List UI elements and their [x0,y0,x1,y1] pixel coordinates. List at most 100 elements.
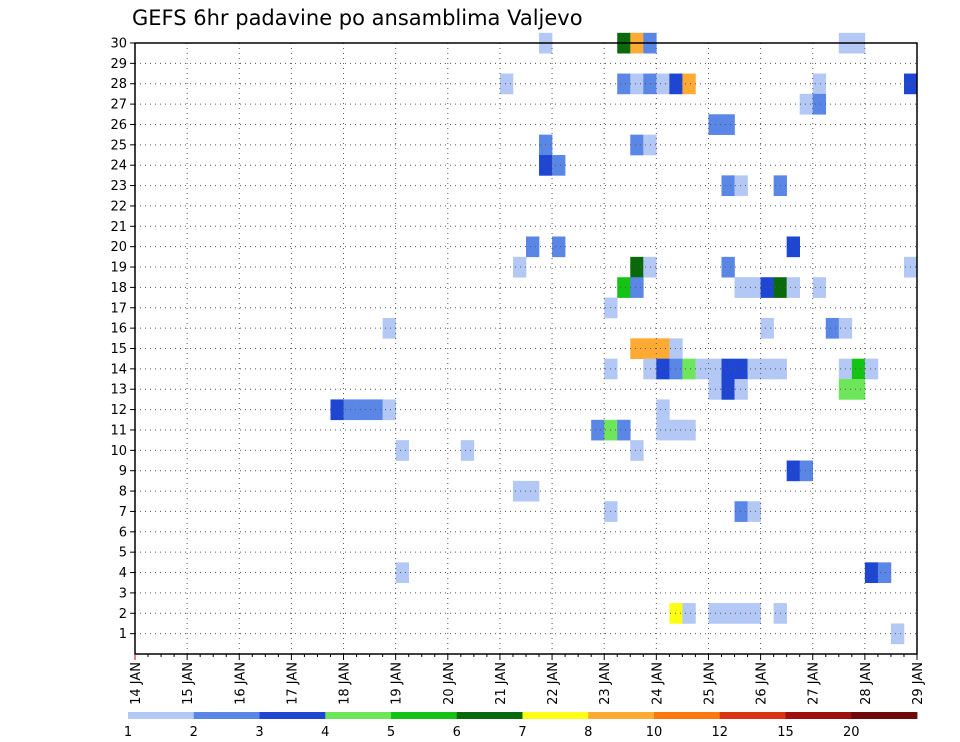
legend-label: 10 [646,725,663,740]
heatmap-cell [526,480,540,502]
legend-label: 7 [518,725,526,740]
heatmap-cell [643,134,657,156]
heatmap-cell [499,73,514,95]
y-tick-label: 12 [110,403,127,418]
y-tick-label: 29 [110,57,127,72]
legend-swatch [128,712,195,719]
heatmap-cell [682,419,696,441]
heatmap-cell [617,419,631,441]
legend-swatch [391,712,458,719]
y-tick-label: 18 [110,281,127,296]
y-tick-label: 2 [119,607,127,622]
x-tick-label: 20 JAN [442,662,457,705]
y-tick-label: 21 [110,220,127,235]
heatmap-cell [734,603,748,624]
x-tick-label: 17 JAN [285,662,300,705]
heatmap-cell [799,460,814,482]
heatmap-cell [617,73,631,95]
x-tick-label: 26 JAN [755,662,770,705]
heatmap-cell [630,256,644,278]
legend-label: 15 [777,725,794,740]
x-axis: 14 JAN 15 JAN 16 JAN 17 JAN 18 JAN 19 JAN 20 J… [129,654,926,705]
heatmap-cell [643,358,657,380]
y-tick-label: 24 [110,159,127,174]
heatmap-cell [760,317,774,339]
legend-label: 8 [584,725,592,740]
heatmap-cell [721,175,735,197]
heatmap-cell [864,358,879,380]
y-tick-label: 27 [110,98,127,113]
y-tick-label: 10 [110,444,127,459]
y-tick-label: 8 [119,485,127,500]
y-tick-label: 4 [119,566,127,581]
y-axis: 1234567891011121314151617181920212223242… [110,37,135,642]
heatmap-cell [512,256,527,278]
x-tick-label: 27 JAN [807,662,822,705]
heatmap-cell [890,623,905,645]
y-tick-label: 23 [110,179,127,194]
heatmap-cell [812,93,827,115]
heatmap-cell [369,399,383,421]
heatmap-cell [669,358,683,380]
legend-label: 1 [124,725,132,740]
heatmap-cell [799,93,814,115]
legend-label: 5 [387,725,395,740]
heatmap-cell [656,73,670,95]
heatmap-cell [643,73,657,95]
heatmap-cell [656,399,670,421]
x-tick-label: 14 JAN [129,662,144,705]
heatmap-cell [526,236,540,258]
x-tick-label: 22 JAN [546,662,561,705]
heatmap-cell [721,114,735,135]
y-tick-label: 14 [110,362,127,377]
heatmap-cell [330,399,344,421]
legend-swatch [719,712,786,719]
legend-swatch [654,712,721,719]
color-legend: 1 2 3 4 5 6 7 8 10 12 15 20 [124,712,918,740]
heatmap-cell [382,317,396,339]
heatmap-cell [734,501,748,522]
heatmap-cell [747,603,761,624]
heatmap-cell [851,379,866,400]
heatmap-cell [656,358,670,380]
x-tick-label: 29 JAN [911,662,926,705]
legend-label: 6 [453,725,461,740]
y-tick-label: 20 [110,240,127,255]
legend-label: 12 [711,725,728,740]
heatmap-cell [382,399,396,421]
y-tick-label: 1 [119,627,127,642]
heatmap-cell [395,562,409,584]
heatmap-cell [643,256,657,278]
heatmap-cell [734,379,748,400]
legend-swatch [785,712,852,719]
heatmap-cells [330,32,918,645]
heatmap-cell [695,358,709,380]
y-tick-label: 15 [110,342,127,357]
heatmap-cell [395,440,409,461]
heatmap-cell [734,175,748,197]
heatmap-cell [812,73,827,95]
y-tick-label: 28 [110,77,127,92]
heatmap-cell [356,399,370,421]
heatmap-cell [617,277,631,298]
heatmap-cell [786,236,800,258]
heatmap-cell [812,277,827,298]
heatmap-cell [630,440,644,461]
y-tick-label: 26 [110,118,127,133]
heatmap-cell [630,73,644,95]
y-tick-label: 17 [110,301,127,316]
legend-swatch [193,712,260,719]
heatmap-cell [669,73,683,95]
heatmap-cell [851,358,866,380]
heatmap-cell [682,73,696,95]
y-tick-label: 25 [110,138,127,153]
y-tick-label: 9 [119,464,127,479]
heatmap-cell [656,419,670,441]
heatmap-cell [721,358,735,380]
y-tick-label: 13 [110,383,127,398]
y-tick-label: 7 [119,505,127,520]
grid-lines [135,42,917,654]
legend-swatch [325,712,392,719]
heatmap-cell [630,277,644,298]
